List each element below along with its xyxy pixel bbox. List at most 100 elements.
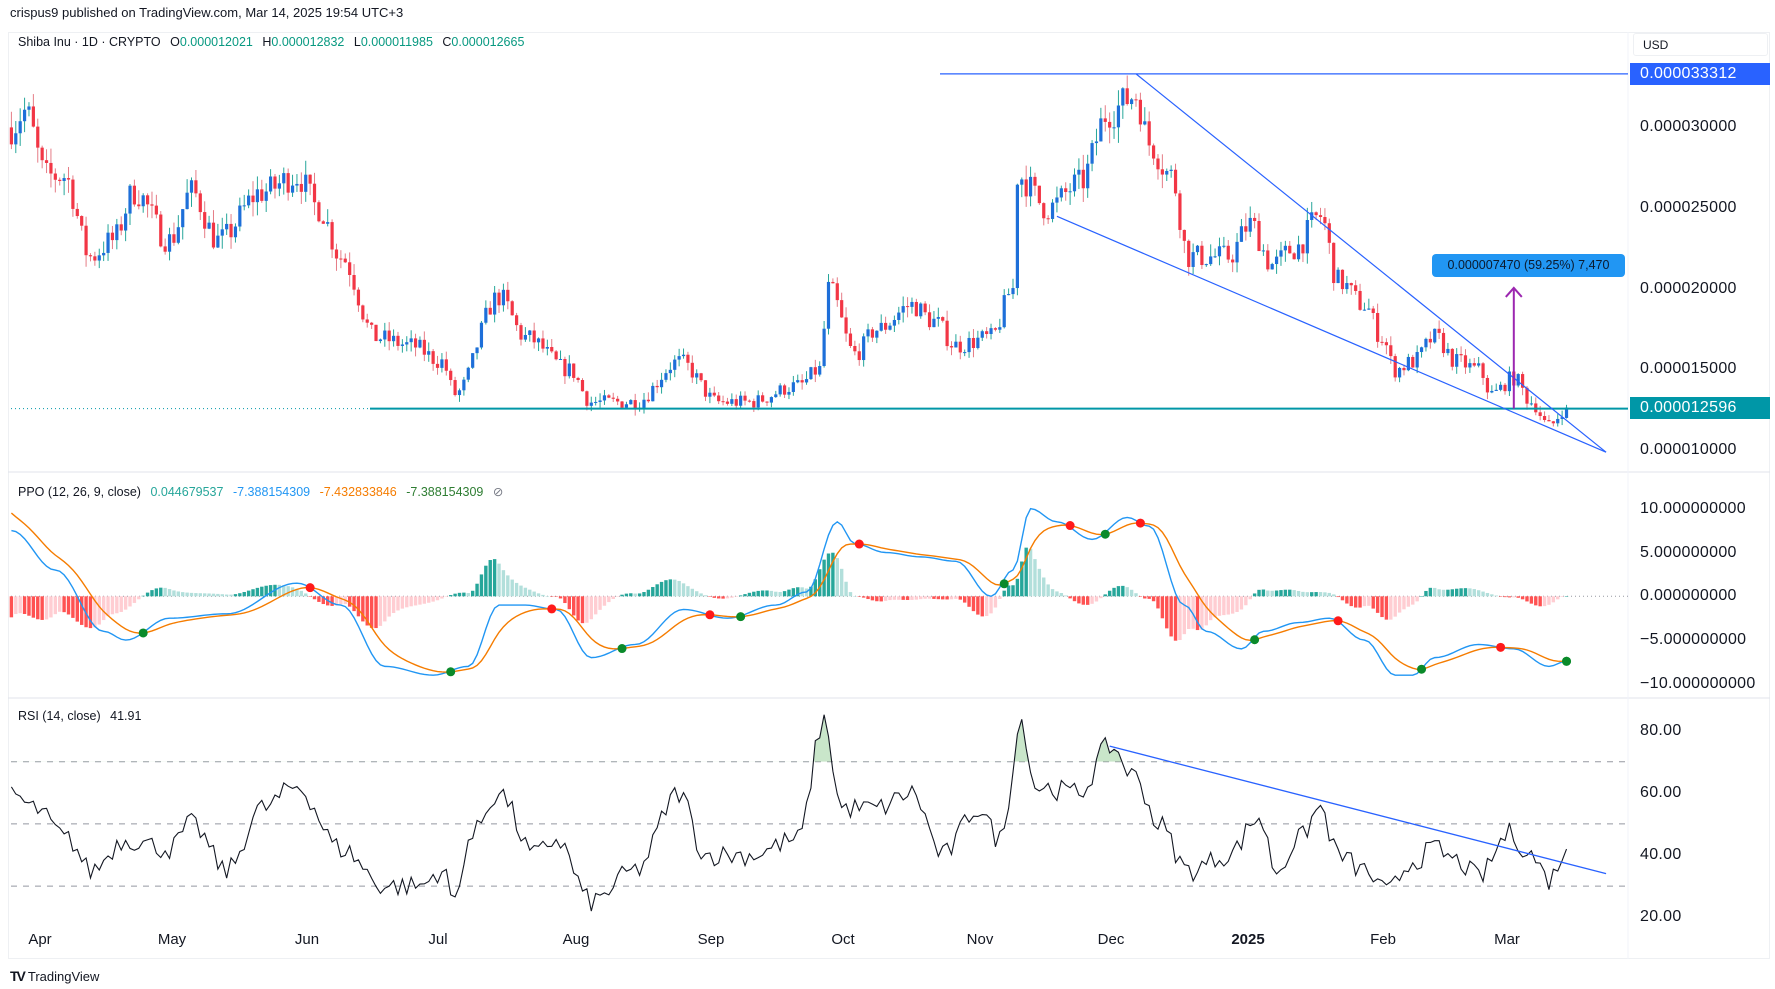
ppo-histogram-bar — [1323, 592, 1327, 597]
candle-up — [1072, 174, 1077, 192]
candle-down — [1257, 221, 1261, 252]
candle-up — [1235, 241, 1239, 263]
ppo-histogram-bar — [238, 593, 242, 597]
candle-up — [954, 341, 958, 348]
ppo-histogram-bar — [1481, 591, 1485, 597]
candle-down — [71, 179, 75, 209]
candle-down — [1384, 342, 1389, 346]
ppo-histogram-bar — [1433, 587, 1437, 597]
ppo-histogram-bar — [453, 593, 457, 597]
ppo-histogram-bar — [962, 596, 967, 603]
candle-down — [572, 363, 576, 378]
candle-up — [1336, 269, 1340, 284]
ppo-bullish-cross-marker — [1250, 635, 1260, 645]
ppo-histogram-bar — [1415, 596, 1419, 602]
candle-up — [1077, 169, 1081, 175]
ppo-bearish-cross-marker — [1333, 616, 1343, 626]
candle-down — [308, 174, 312, 184]
ppo-histogram-bar — [299, 590, 304, 597]
ppo-histogram-bar — [1033, 559, 1037, 597]
ppo-histogram-bar — [879, 596, 883, 602]
ppo-histogram-bar — [1270, 590, 1274, 597]
candle-down — [607, 395, 611, 398]
candle-up — [1143, 121, 1147, 125]
ppo-histogram-bar — [1011, 585, 1015, 597]
candle-down — [251, 195, 255, 203]
ppo-histogram-bar — [260, 586, 264, 597]
candle-up — [536, 338, 541, 343]
ppo-histogram-bar — [686, 586, 690, 597]
candle-down — [585, 391, 589, 406]
candle-down — [1103, 118, 1107, 122]
candle-down — [44, 160, 49, 163]
wedge-lower-line — [1056, 215, 1607, 453]
tradingview-logo-text: TradingView — [27, 968, 100, 984]
ppo-histogram-bar — [589, 596, 593, 620]
ppo-histogram-bar — [971, 596, 976, 612]
candle-up — [1130, 99, 1134, 105]
candle-up — [1222, 245, 1226, 247]
tradingview-logo[interactable]: TV TradingView — [10, 968, 99, 984]
candle-down — [66, 178, 71, 180]
ppo-histogram-bar — [949, 596, 954, 600]
candle-down — [159, 214, 163, 247]
ppo-histogram-bar — [1072, 596, 1077, 602]
ppo-histogram-bar — [580, 596, 585, 624]
ppo-histogram-bar — [1156, 596, 1160, 609]
ppo-histogram-bar — [673, 579, 677, 597]
candle-up — [910, 301, 914, 307]
ppo-histogram-bar — [145, 592, 150, 597]
ppo-histogram-bar — [1406, 596, 1411, 607]
ppo-histogram-bar — [677, 580, 681, 597]
ppo-histogram-bar — [71, 596, 75, 618]
ppo-histogram-bar — [361, 596, 365, 622]
ppo-histogram-bar — [1327, 592, 1331, 597]
ppo-histogram-bar — [1195, 596, 1200, 631]
ppo-histogram-bar — [233, 594, 238, 597]
candle-up — [651, 385, 655, 402]
time-axis-label: 2025 — [1231, 931, 1265, 948]
ppo-histogram-bar — [352, 596, 356, 612]
candle-down — [927, 312, 932, 328]
ppo-histogram-bar — [809, 586, 813, 597]
candle-down — [519, 325, 523, 340]
ppo-histogram-bar — [1292, 590, 1296, 597]
ppo-histogram-bar — [778, 592, 782, 597]
candle-down — [611, 397, 615, 399]
ppo-cross-value: -7.388154309 — [406, 485, 484, 499]
ppo-histogram-bar — [58, 596, 62, 612]
candle-down — [1253, 217, 1257, 222]
candle-up — [1195, 245, 1200, 253]
ppo-histogram-bar — [137, 596, 141, 600]
candle-down — [1551, 421, 1555, 424]
candle-up — [1345, 283, 1349, 290]
ppo-histogram-bar — [1217, 596, 1222, 616]
candle-up — [1560, 417, 1564, 419]
candle-up — [1424, 338, 1428, 348]
ppo-histogram-bar — [1129, 589, 1134, 597]
candle-up — [484, 307, 488, 323]
ppo-histogram-bar — [290, 587, 295, 597]
ppo-histogram-bar — [97, 596, 101, 625]
hide-values-icon[interactable]: ⊘ — [492, 485, 504, 499]
candle-up — [523, 334, 527, 340]
ppo-histogram-bar — [492, 559, 497, 597]
candle-down — [172, 234, 176, 243]
candle-up — [1204, 264, 1208, 266]
candle-up — [1261, 250, 1266, 252]
low-value: 0.000011985 — [360, 35, 433, 49]
candle-down — [580, 380, 585, 392]
candle-down — [88, 255, 93, 257]
price-axis-label: 0.000020000 — [1640, 280, 1737, 297]
currency-button[interactable]: USD — [1633, 33, 1768, 56]
candle-up — [695, 373, 699, 378]
ppo-histogram-bar — [699, 593, 703, 597]
ppo-histogram-bar — [75, 596, 79, 622]
ppo-histogram-bar — [431, 596, 435, 602]
ppo-histogram-bar — [989, 596, 993, 614]
ppo-histogram-bar — [378, 596, 383, 626]
ppo-histogram-bar — [444, 596, 449, 597]
ppo-histogram-bar — [774, 591, 778, 597]
ppo-histogram-bar — [1099, 596, 1103, 599]
